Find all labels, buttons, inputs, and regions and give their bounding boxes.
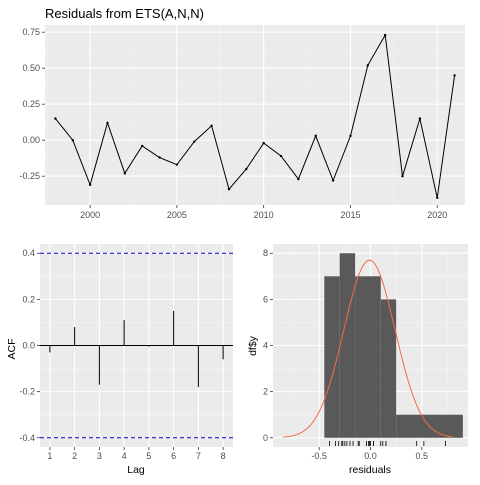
- residual-point: [193, 140, 196, 143]
- residual-point: [366, 64, 370, 67]
- residual-point: [245, 167, 248, 171]
- residual-point: [123, 172, 127, 175]
- residual-series-line: [55, 33, 456, 198]
- y-tick-label: 0.25: [22, 99, 40, 109]
- acf-y-axis-label: ACF: [6, 339, 18, 360]
- y-tick-label: 0.4: [22, 248, 35, 258]
- residual-point: [279, 154, 283, 158]
- residual-point: [71, 139, 74, 142]
- acf-x-axis-label: Lag: [127, 464, 145, 476]
- x-tick-label: 3: [97, 451, 102, 461]
- histogram-bar: [380, 299, 397, 438]
- residual-point: [349, 134, 352, 138]
- y-tick-label: 0.2: [22, 294, 35, 304]
- x-tick-label: 8: [221, 451, 226, 461]
- residual-point: [436, 196, 439, 199]
- x-tick-label: 2015: [340, 210, 360, 220]
- residual-point: [418, 117, 422, 120]
- y-tick-label: 4: [263, 341, 268, 351]
- x-tick-label: 0.5: [416, 451, 429, 461]
- histogram-bar: [355, 276, 381, 438]
- residual-time-plot: -0.25 0.00 0.25 0.50 0.75 2000 2005 2010 2015 202…: [19, 25, 465, 220]
- residual-point: [210, 124, 213, 128]
- acf-plot: -0.4 -0.2 0.0 0.2 0.4 1 2 3 4 5 6 7 8: [19, 244, 233, 461]
- x-tick-label: 6: [171, 451, 176, 461]
- histogram-bar: [324, 276, 340, 438]
- histogram-bar: [339, 253, 356, 438]
- x-tick-label: 2005: [167, 210, 187, 220]
- y-tick-label: 0.0: [22, 341, 35, 351]
- y-tick-label: -0.25: [19, 171, 40, 181]
- residual-point: [453, 74, 456, 77]
- x-tick-label: 2000: [80, 210, 100, 220]
- residual-point: [262, 141, 265, 145]
- y-tick-label: 8: [263, 248, 268, 258]
- plot-background: [45, 25, 465, 205]
- residual-point: [227, 187, 231, 191]
- residual-point: [140, 144, 144, 148]
- histogram-y-axis-label: df$y: [247, 335, 259, 356]
- residual-point: [158, 156, 161, 159]
- residual-point: [331, 179, 335, 182]
- residual-point: [297, 177, 300, 181]
- y-tick-label: 0: [263, 433, 268, 443]
- residual-point: [175, 163, 179, 166]
- residual-histogram: 0 2 4 6 8 -0.5 0.0 0.5: [263, 244, 468, 461]
- residual-point: [88, 183, 92, 187]
- density-curve: [283, 259, 453, 438]
- y-tick-label: 0.00: [22, 135, 40, 145]
- x-tick-label: 2010: [254, 210, 274, 220]
- y-tick-label: 6: [263, 294, 268, 304]
- x-tick-label: 7: [196, 451, 201, 461]
- residual-point: [54, 117, 57, 120]
- chart-title: Residuals from ETS(A,N,N): [45, 6, 204, 21]
- x-tick-label: 4: [122, 451, 127, 461]
- x-tick-label: -0.5: [311, 451, 327, 461]
- y-tick-label: -0.4: [19, 433, 35, 443]
- y-tick-label: 0.75: [22, 27, 40, 37]
- residual-point: [314, 134, 317, 138]
- x-tick-label: 0.0: [364, 451, 377, 461]
- x-tick-label: 2: [72, 451, 77, 461]
- histogram-x-axis-label: residuals: [349, 464, 391, 476]
- x-tick-label: 5: [146, 451, 151, 461]
- residual-point: [106, 121, 109, 125]
- y-tick-label: 2: [263, 387, 268, 397]
- y-tick-label: -0.2: [19, 387, 35, 397]
- y-tick-label: 0.50: [22, 63, 40, 73]
- x-tick-label: 1: [47, 451, 52, 461]
- x-tick-label: 2020: [427, 210, 447, 220]
- residual-point: [383, 33, 387, 37]
- residual-point: [401, 175, 404, 178]
